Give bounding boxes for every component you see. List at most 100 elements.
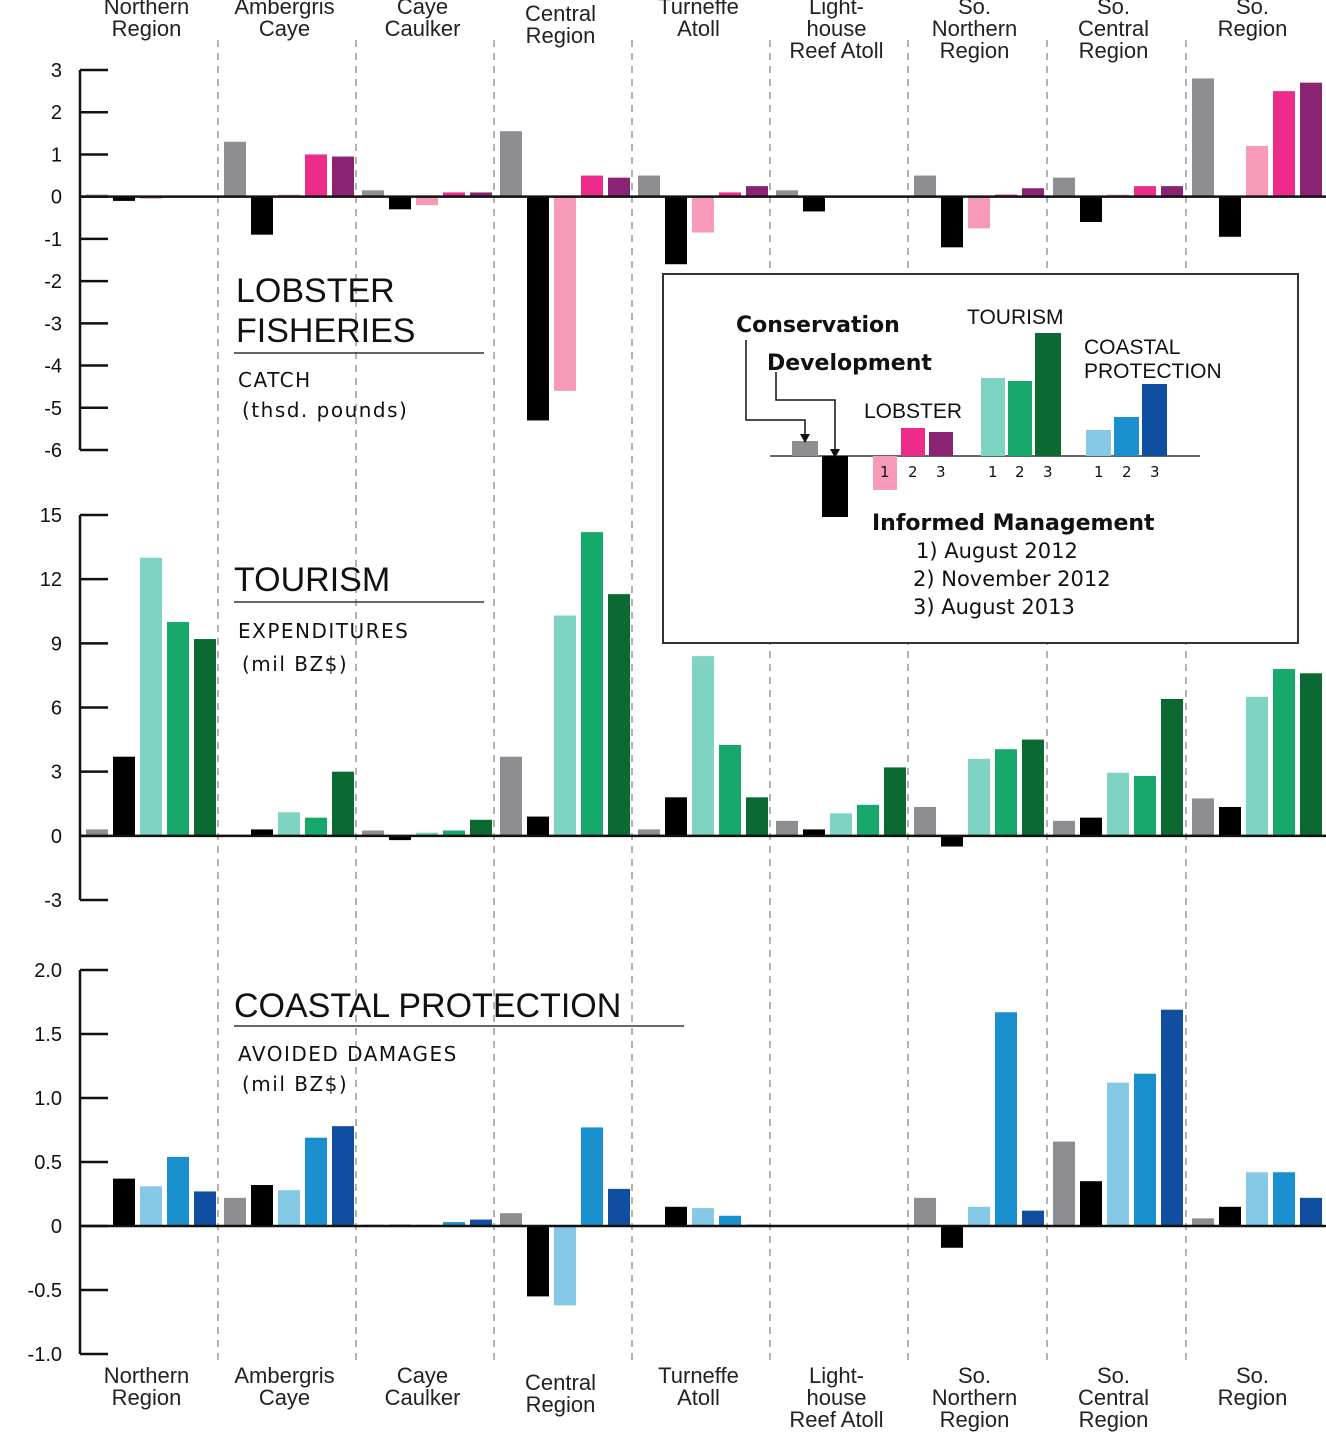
- bar-1-august-2012-northern-region: [140, 557, 162, 836]
- legend-conservation-bar: [792, 441, 818, 456]
- bar-1-august-2012-central-region: [554, 196, 576, 391]
- region-label-top-turneffe-atoll: Turneffe Atoll: [658, 0, 739, 41]
- y-tick-label: 1.5: [34, 1024, 62, 1046]
- bar-development-so-region: [1219, 196, 1241, 237]
- region-label-bottom-so-northern-region: So. Northern Region: [932, 1363, 1018, 1432]
- bar-development-ambergris-caye: [251, 829, 273, 836]
- bar-3-august-2013-caye-caulker: [470, 819, 492, 836]
- bar-2-november-2012-northern-region: [167, 1156, 189, 1226]
- legend-tourism-bar-3: [1035, 333, 1061, 456]
- panel-lobster-fisheries: 3 2 1 0 -1 -2 -3 -4 -5 -6: [44, 60, 1326, 462]
- bar-1-august-2012-so-northern-region: [968, 758, 990, 836]
- y-tick-label: -5: [44, 398, 62, 420]
- y-tick-label: -0.5: [28, 1280, 62, 1302]
- y-tick-label: -4: [44, 356, 62, 378]
- bar-development-so-northern-region: [941, 1226, 963, 1248]
- bar-1-august-2012-caye-caulker: [416, 832, 438, 836]
- legend-date-1: 1) August 2012: [916, 539, 1078, 563]
- bar-1-august-2012-turneffe-atoll: [692, 196, 714, 233]
- bar-3-august-2013-ambergris-caye: [332, 156, 354, 197]
- bar-2-november-2012-so-central-region: [1134, 186, 1156, 197]
- bar-2-november-2012-ambergris-caye: [305, 154, 327, 197]
- y-tick-label: 0: [51, 826, 62, 848]
- coastal-heading: COASTAL PROTECTION AVOIDED DAMAGES (mil …: [234, 987, 684, 1096]
- bar-2-november-2012-so-region: [1273, 669, 1295, 836]
- region-label-top-central-region: Central Region: [525, 1, 596, 48]
- region-label-bottom-northern-region: Northern Region: [104, 1363, 190, 1410]
- y-tick-label: 3: [51, 762, 62, 784]
- legend-coastal-bar-3: [1142, 384, 1167, 456]
- bar-1-august-2012-central-region: [554, 1226, 576, 1306]
- bar-1-august-2012-light-house-reef-atoll: [830, 813, 852, 836]
- bar-conservation-caye-caulker: [362, 190, 384, 197]
- bar-2-november-2012-so-northern-region: [995, 749, 1017, 836]
- bar-development-central-region: [527, 816, 549, 836]
- region-label-bottom-turneffe-atoll: Turneffe Atoll: [658, 1363, 739, 1410]
- legend-lobster-bar-2: [901, 428, 925, 456]
- bar-1-august-2012-central-region: [554, 615, 576, 836]
- bar-development-light-house-reef-atoll: [803, 829, 825, 836]
- bar-conservation-so-central-region: [1053, 820, 1075, 836]
- bar-1-august-2012-so-central-region: [1107, 772, 1129, 836]
- panel-tourism: 15 12 9 6 3 0 -3: [40, 505, 1326, 912]
- legend-tourism-bar-1: [981, 378, 1005, 456]
- region-label-bottom-so-central-region: So. Central Region: [1078, 1363, 1149, 1432]
- bar-development-ambergris-caye: [251, 1185, 273, 1226]
- bar-development-ambergris-caye: [251, 196, 273, 235]
- bar-3-august-2013-caye-caulker: [470, 192, 492, 197]
- bar-1-august-2012-so-region: [1246, 1172, 1268, 1226]
- bar-2-november-2012-central-region: [581, 532, 603, 836]
- legend-coastal-label-2: PROTECTION: [1084, 360, 1222, 383]
- bar-development-so-central-region: [1080, 196, 1102, 222]
- lobster-title: LOBSTER: [236, 272, 395, 310]
- bar-3-august-2013-turneffe-atoll: [746, 797, 768, 836]
- bar-1-august-2012-so-central-region: [1107, 1082, 1129, 1226]
- y-tick-label: 1: [51, 144, 62, 166]
- bar-3-august-2013-so-central-region: [1161, 1009, 1183, 1226]
- y-tick-label: 15: [40, 505, 62, 527]
- y-tick-label: 0.5: [34, 1152, 62, 1174]
- legend-date-2: 2) November 2012: [913, 567, 1111, 591]
- bar-2-november-2012-so-northern-region: [995, 1012, 1017, 1226]
- bar-3-august-2013-light-house-reef-atoll: [884, 767, 906, 836]
- bar-2-november-2012-turneffe-atoll: [719, 744, 741, 836]
- bar-3-august-2013-central-region: [608, 177, 630, 197]
- bar-conservation-northern-region: [86, 829, 108, 836]
- bar-3-august-2013-so-region: [1300, 82, 1322, 197]
- bar-3-august-2013-central-region: [608, 594, 630, 836]
- bar-1-august-2012-so-region: [1246, 146, 1268, 197]
- y-tick-label: 0: [51, 1216, 62, 1238]
- bar-conservation-so-northern-region: [914, 175, 936, 197]
- bar-development-caye-caulker: [389, 835, 411, 841]
- bar-2-november-2012-ambergris-caye: [305, 817, 327, 836]
- bar-2-november-2012-so-region: [1273, 91, 1295, 197]
- legend-lobster-num-3: 3: [936, 463, 946, 481]
- y-tick-label: 2.0: [34, 960, 62, 982]
- bar-2-november-2012-turneffe-atoll: [719, 192, 741, 197]
- bar-conservation-central-region: [500, 1213, 522, 1226]
- coastal-subtitle: AVOIDED DAMAGES: [238, 1042, 458, 1066]
- bar-conservation-so-region: [1192, 78, 1214, 197]
- bar-development-central-region: [527, 196, 549, 421]
- bar-development-northern-region: [113, 1178, 135, 1226]
- y-tick-label: 12: [40, 569, 62, 591]
- bar-3-august-2013-so-northern-region: [1022, 739, 1044, 836]
- legend-tourism-num-3: 3: [1043, 463, 1053, 481]
- bar-2-november-2012-light-house-reef-atoll: [857, 804, 879, 836]
- region-label-top-so-central-region: So. Central Region: [1078, 0, 1149, 63]
- bar-3-august-2013-so-central-region: [1161, 698, 1183, 836]
- bar-conservation-caye-caulker: [362, 830, 384, 836]
- legend-frame: [662, 273, 1299, 644]
- y-tick-label: 3: [51, 60, 62, 82]
- lobster-heading: LOBSTER FISHERIES CATCH (thsd. pounds): [234, 272, 484, 422]
- tourism-subtitle: EXPENDITURES: [238, 619, 409, 643]
- region-label-bottom-so-region: So. Region: [1218, 1363, 1288, 1410]
- bar-development-central-region: [527, 1226, 549, 1297]
- bar-3-august-2013-so-northern-region: [1022, 1210, 1044, 1226]
- bar-1-august-2012-ambergris-caye: [278, 1190, 300, 1226]
- bar-development-so-central-region: [1080, 817, 1102, 836]
- legend-informed-management: Informed Management: [872, 511, 1155, 536]
- bar-conservation-central-region: [500, 131, 522, 197]
- bar-3-august-2013-central-region: [608, 1188, 630, 1226]
- bar-2-november-2012-so-central-region: [1134, 775, 1156, 836]
